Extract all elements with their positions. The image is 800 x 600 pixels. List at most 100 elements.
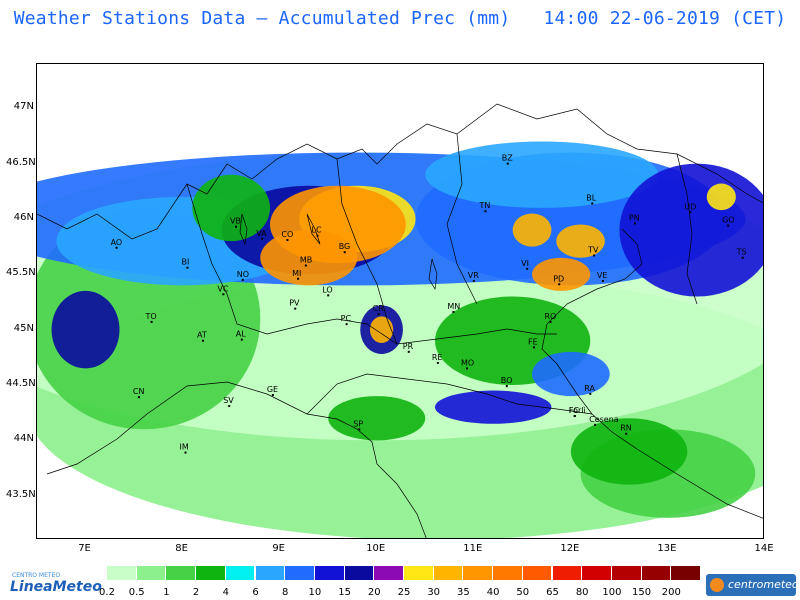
city-label: SV (223, 396, 234, 405)
legend-color-box (314, 566, 345, 580)
city-dot (228, 405, 231, 408)
city-label: RN (620, 424, 632, 433)
lon-tick-label: 13E (657, 543, 677, 554)
city-dot (472, 279, 475, 282)
legend-color-box (404, 566, 434, 580)
city-label: VC (217, 284, 228, 293)
city-dot (532, 346, 535, 349)
city-dot (601, 279, 604, 282)
city-dot (115, 246, 118, 249)
city-dot (261, 237, 264, 240)
city-label: AO (111, 238, 123, 247)
legend-label: 1 (163, 587, 170, 598)
city-dot (593, 254, 596, 257)
legend-label: 200 (661, 587, 681, 598)
lat-tick-label: 43.5N (6, 488, 36, 500)
legend-label: 0.5 (128, 587, 145, 598)
lon-tick-label: 12E (560, 543, 580, 554)
city-label: TN (478, 201, 490, 210)
region-border-4 (266, 318, 557, 345)
city-label: CR (373, 304, 385, 313)
lat-tick-label: 46.5N (6, 156, 36, 168)
city-dot (297, 277, 300, 280)
legend-label: 40 (486, 587, 500, 598)
legend-color-box (522, 566, 553, 580)
legend-color-box (136, 566, 167, 580)
legend-label: 35 (457, 587, 470, 598)
precip-cell (192, 174, 270, 242)
coastline-adriatic (541, 228, 763, 519)
precip-cell (532, 351, 610, 397)
city-label: RA (584, 384, 595, 393)
lon-tick-label: 7E (78, 543, 91, 554)
precip-cell (369, 316, 394, 343)
legend-color-box (552, 566, 583, 580)
coastline-liguria (46, 381, 378, 475)
city-dot (689, 211, 692, 214)
city-dot (345, 323, 348, 326)
city-dot (573, 415, 576, 418)
cities: BZ TN BL AO VB VA CO LC BG MB MI BI NO VC VI TV PD VE VR PV… (111, 154, 747, 454)
city-label: SP (353, 419, 363, 428)
city-label: BZ (502, 154, 513, 163)
city-dot (186, 266, 189, 269)
legend-label: 25 (397, 587, 411, 598)
city-dot (407, 350, 410, 353)
city-label: NO (237, 270, 249, 279)
city-dot (240, 338, 243, 341)
precip-cell (328, 396, 426, 441)
city-dot (304, 264, 307, 267)
city-dot (594, 423, 597, 426)
city-dot (625, 432, 628, 435)
legend-color-box (107, 566, 137, 580)
city-dot (741, 256, 744, 259)
city-label: MN (447, 302, 460, 311)
lat-tick-label: 46N (13, 211, 34, 223)
legend-color-box (463, 566, 494, 580)
legend-label: 150 (632, 587, 652, 598)
lon-tick-label: 14E (754, 543, 774, 554)
city-label: VA (256, 229, 267, 238)
city-dot (505, 385, 508, 388)
legend-label: 50 (516, 587, 530, 598)
precip-cell (570, 418, 688, 485)
lat-tick-label: 45.5N (6, 267, 36, 279)
city-label: MI (292, 269, 301, 278)
precip-cell (512, 213, 552, 247)
centrometeo-dot-icon (710, 578, 724, 592)
region-border-2 (336, 158, 398, 345)
lineameteo-logo: CENTRO METEO LineaMeteo (10, 572, 102, 595)
city-dot (343, 251, 346, 254)
city-label: BL (586, 193, 596, 202)
city-label: BI (181, 258, 189, 267)
city-label: TO (145, 312, 157, 321)
lake-maggiore (239, 213, 248, 246)
city-dot (506, 162, 509, 165)
city-label: PC (341, 314, 352, 323)
legend-label: 80 (575, 587, 589, 598)
lake-garda (428, 258, 438, 291)
precipitation-field (37, 141, 763, 538)
city-label: CO (281, 230, 293, 239)
legend-label: 6 (252, 587, 259, 598)
city-label: MB (300, 255, 312, 264)
legend-color-box (493, 566, 523, 580)
city-label: VE (597, 271, 608, 280)
borders (37, 103, 763, 538)
city-dot (271, 393, 274, 396)
region-border-5 (306, 373, 593, 415)
city-dot (727, 224, 730, 227)
city-label: GE (267, 385, 278, 394)
alpine-border (37, 103, 763, 240)
city-dot (466, 367, 469, 370)
city-label: PN (629, 213, 640, 222)
legend-color-box (166, 566, 197, 580)
city-label: Forlì (569, 406, 586, 415)
city-dot (436, 361, 439, 364)
city-dot (241, 278, 244, 281)
lat-tick-label: 47N (13, 101, 34, 113)
legend-label: 65 (546, 587, 559, 598)
city-dot (137, 396, 140, 399)
city-dot (222, 293, 225, 296)
lat-tick-label: 44N (13, 433, 34, 445)
